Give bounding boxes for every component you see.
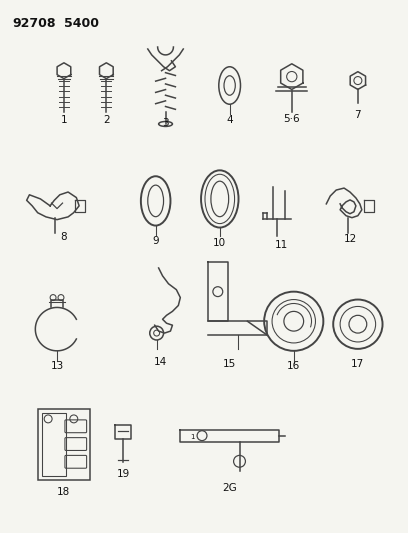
Text: 12: 12 [344, 235, 357, 245]
Text: 10: 10 [213, 238, 226, 248]
Text: 19: 19 [117, 469, 130, 479]
Text: 8: 8 [61, 232, 67, 243]
Text: 11: 11 [274, 240, 288, 251]
Text: 9: 9 [152, 237, 159, 246]
Text: 92708: 92708 [13, 18, 56, 30]
Text: 14: 14 [154, 357, 167, 367]
Text: 4: 4 [226, 115, 233, 125]
Text: 1: 1 [61, 115, 67, 125]
Text: 7: 7 [355, 110, 361, 120]
Bar [38, 409, 90, 480]
Text: 3: 3 [162, 118, 169, 128]
Text: 2G: 2G [222, 483, 237, 493]
Bar [42, 413, 66, 476]
Text: 17: 17 [351, 359, 364, 369]
Text: 13: 13 [51, 361, 64, 370]
Text: 5400: 5400 [64, 18, 99, 30]
Text: 1: 1 [190, 434, 195, 440]
Text: 18: 18 [57, 487, 71, 497]
Text: 5·6: 5·6 [284, 114, 300, 124]
Text: 2: 2 [103, 115, 110, 125]
Text: 16: 16 [287, 361, 300, 370]
Text: 15: 15 [223, 359, 236, 369]
